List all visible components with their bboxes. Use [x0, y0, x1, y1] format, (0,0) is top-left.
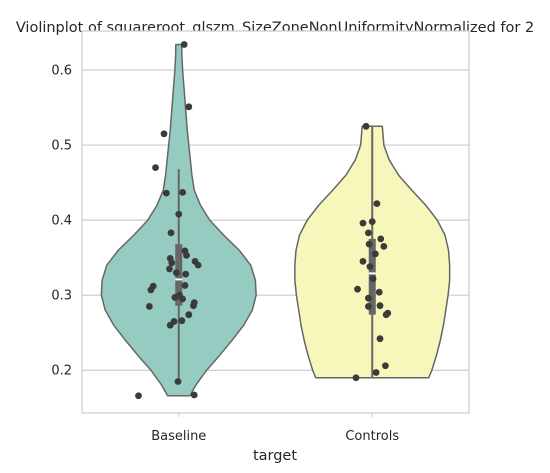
y-tick-label: 0.5 [51, 139, 72, 154]
data-point [178, 317, 185, 324]
data-point [179, 189, 186, 196]
y-tick-label: 0.4 [51, 214, 72, 229]
data-point [146, 303, 153, 310]
data-point [182, 271, 189, 278]
data-point [163, 190, 170, 197]
data-point [376, 289, 383, 296]
data-point [161, 130, 168, 137]
data-point [185, 103, 192, 110]
data-point [166, 266, 173, 273]
data-point [377, 235, 384, 242]
data-point [365, 303, 372, 310]
y-tick-label: 0.2 [51, 364, 72, 379]
data-point [191, 392, 198, 399]
data-point [191, 299, 198, 306]
data-point [168, 229, 175, 236]
y-tick-label: 0.3 [51, 289, 72, 304]
x-axis-label: target [253, 448, 297, 464]
x-tick-label: Controls [345, 429, 399, 444]
data-point [167, 255, 174, 262]
data-point [360, 220, 367, 227]
data-point [176, 292, 183, 299]
data-point [373, 369, 380, 376]
data-point [366, 241, 373, 248]
x-tick-label: Baseline [151, 429, 206, 444]
data-point [380, 243, 387, 250]
data-point [367, 263, 374, 270]
data-point [353, 374, 360, 381]
data-point [365, 229, 372, 236]
data-point [363, 123, 370, 130]
data-point [182, 282, 189, 289]
data-point [377, 302, 384, 309]
data-point [152, 164, 159, 171]
data-point [360, 258, 367, 265]
data-point [185, 311, 192, 318]
data-point [354, 286, 361, 293]
data-point [382, 362, 389, 369]
data-point [182, 247, 189, 254]
data-point [135, 392, 142, 399]
data-point [181, 41, 188, 48]
data-point [384, 310, 391, 317]
data-point [175, 211, 182, 218]
data-point [377, 335, 384, 342]
data-point [192, 258, 199, 265]
data-point [173, 269, 180, 276]
data-point [372, 251, 379, 258]
data-point [365, 295, 372, 302]
data-point [370, 275, 377, 282]
y-tick-label: 0.6 [51, 64, 72, 79]
data-point [171, 318, 178, 325]
data-point [175, 378, 182, 385]
data-point [373, 200, 380, 207]
data-point [150, 283, 157, 290]
data-point [369, 218, 376, 225]
